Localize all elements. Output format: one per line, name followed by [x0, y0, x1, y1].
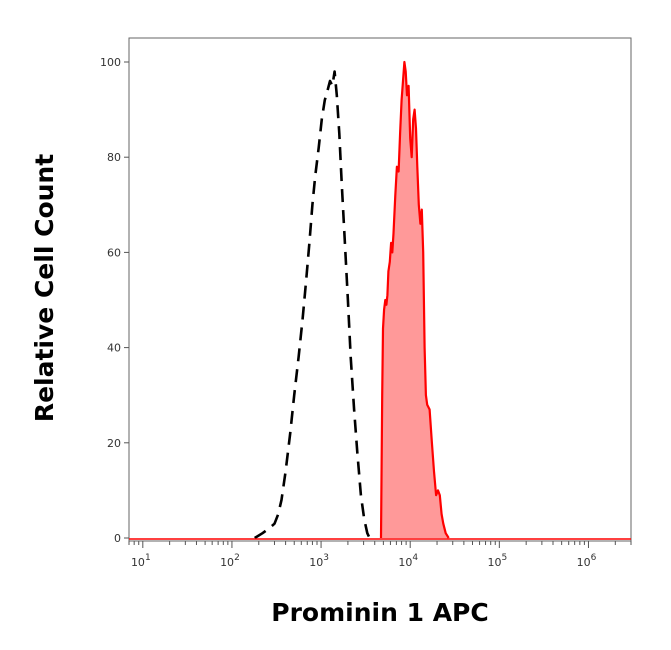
x-tick-base-0: 10 [131, 556, 145, 569]
y-tick-label-4: 80 [107, 151, 121, 164]
x-tick-base-4: 10 [487, 556, 501, 569]
y-tick-label-0: 0 [114, 532, 121, 545]
x-tick-base-2: 10 [309, 556, 323, 569]
x-tick-base-3: 10 [398, 556, 412, 569]
x-tick-label-5: 106 [577, 553, 597, 569]
x-tick-exp-0: 1 [145, 553, 151, 563]
x-tick-label-3: 104 [398, 553, 418, 569]
y-tick-label-2: 40 [107, 342, 121, 355]
y-tick-label-1: 20 [107, 437, 121, 450]
y-tick-label-5: 100 [100, 56, 121, 69]
x-tick-label-4: 105 [487, 553, 507, 569]
x-tick-exp-3: 4 [412, 553, 418, 563]
series-1-fill [381, 62, 449, 538]
x-tick-exp-1: 2 [234, 553, 240, 563]
x-tick-label-0: 101 [131, 553, 151, 569]
x-axis-title: Prominin 1 APC [271, 598, 488, 627]
x-tick-exp-5: 6 [591, 553, 597, 563]
y-axis-title: Relative Cell Count [30, 154, 59, 422]
series-0-line [254, 70, 371, 540]
series-1-line [379, 60, 450, 539]
x-tick-label-2: 103 [309, 553, 329, 569]
x-tick-exp-4: 5 [501, 553, 507, 563]
x-tick-exp-2: 3 [323, 553, 329, 563]
x-tick-label-1: 102 [220, 553, 240, 569]
x-tick-base-5: 10 [577, 556, 591, 569]
plot-frame [128, 37, 632, 542]
y-tick-label-3: 60 [107, 246, 121, 259]
x-tick-base-1: 10 [220, 556, 234, 569]
